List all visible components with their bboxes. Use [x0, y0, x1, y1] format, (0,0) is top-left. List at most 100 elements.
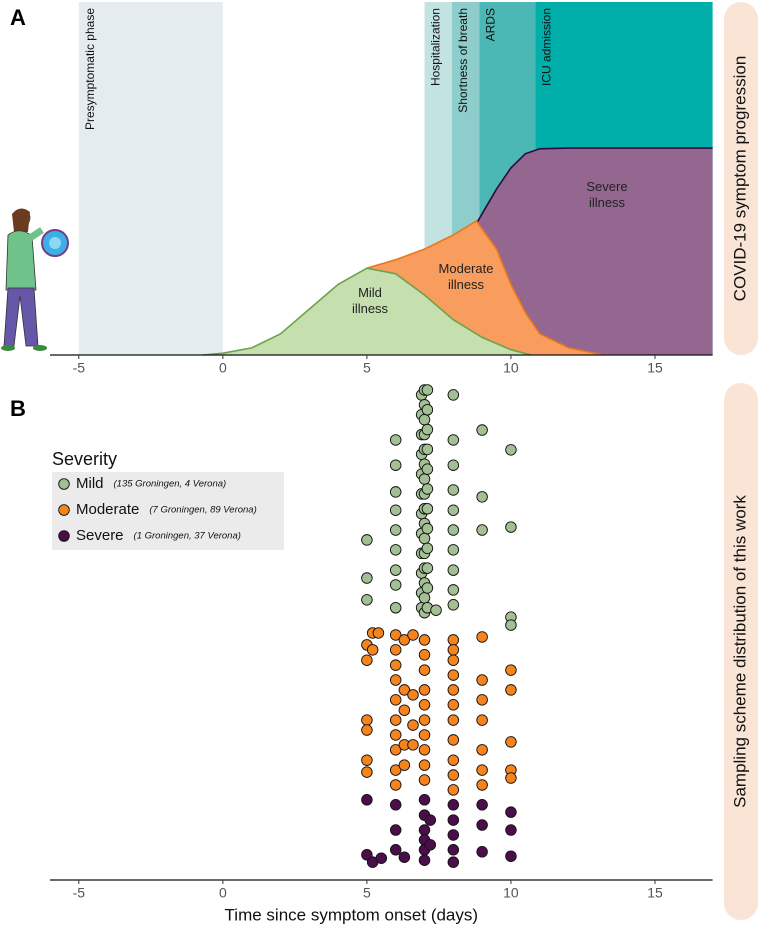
sample-point [389, 504, 402, 516]
sample-point [398, 634, 411, 646]
sample-point [476, 524, 488, 536]
illness-label-line: Severe [586, 179, 627, 194]
sample-point [398, 684, 411, 696]
sample-point [447, 769, 460, 781]
sample-point [389, 579, 402, 591]
sample-point [421, 582, 434, 594]
x-tick-label: -5 [73, 360, 86, 376]
legend-note: (7 Groningen, 89 Verona) [149, 505, 256, 516]
legend-label: Moderate [76, 501, 139, 518]
sample-point [476, 674, 488, 686]
sample-point [447, 699, 460, 711]
sample-point [421, 522, 434, 535]
sample-point [421, 483, 434, 495]
illness-label: Moderate illness [439, 261, 494, 292]
sample-point [407, 739, 419, 751]
sample-point [447, 669, 460, 681]
sample-point [447, 654, 460, 666]
sample-point [366, 644, 379, 656]
side-label-box [724, 2, 758, 355]
sample-point [418, 664, 431, 676]
sample-point [418, 759, 431, 771]
sample-point [430, 604, 442, 616]
sample-point [447, 524, 460, 536]
illness-label: Mild illness [352, 285, 389, 316]
sample-point [398, 704, 411, 716]
sample-point [389, 694, 402, 706]
phase-span [78, 2, 223, 355]
sample-point [389, 524, 402, 536]
sample-point [361, 654, 373, 666]
sample-point [447, 484, 460, 496]
sample-point [418, 824, 431, 836]
legend-label: Mild [76, 475, 104, 492]
sample-point [418, 699, 431, 711]
sample-point [361, 794, 373, 806]
sample-point [447, 434, 460, 446]
x-tick-label: 15 [647, 885, 663, 901]
x-tick-label: 10 [503, 360, 519, 376]
sample-point [389, 486, 402, 498]
sample-point [389, 844, 402, 856]
sample-point [476, 744, 488, 756]
sample-point [418, 854, 431, 866]
x-tick-label: 10 [503, 885, 519, 901]
sample-point [361, 754, 373, 766]
sample-point [418, 794, 431, 806]
person-icon [1, 208, 69, 351]
phase-label: ICU admission [540, 8, 554, 86]
sample-point [389, 434, 402, 446]
sample-point [447, 564, 460, 576]
legend-marker [58, 478, 70, 490]
sample-point [447, 504, 460, 516]
sample-point [418, 729, 431, 741]
sample-point [476, 631, 488, 643]
sample-point [447, 389, 460, 401]
sample-point [505, 521, 517, 533]
sample-point [447, 684, 460, 696]
sample-point [389, 779, 402, 791]
sample-point [447, 784, 460, 796]
phase-label: ARDS [483, 8, 497, 41]
sample-point [447, 644, 460, 656]
illness-label-line: Moderate [439, 261, 494, 276]
x-tick-label: 5 [363, 885, 371, 901]
sample-point [447, 634, 460, 646]
sample-point [447, 459, 460, 471]
phase-label: Shortness of breath [456, 8, 470, 113]
x-tick-label: 0 [219, 885, 227, 901]
legend-note: (1 Groningen, 37 Verona) [134, 531, 241, 542]
phase-label: Presymptomatic phase [83, 8, 97, 130]
sample-point [505, 619, 517, 631]
sample-point [476, 491, 488, 503]
sample-point [447, 856, 460, 868]
sample-point [389, 564, 402, 576]
sample-point [421, 562, 434, 574]
sample-point [505, 824, 517, 836]
sample-point [389, 629, 402, 641]
sample-point [389, 729, 402, 741]
legend-box [52, 472, 284, 550]
side-label: COVID-19 symptom progression [730, 56, 749, 302]
panel-letter: A [10, 5, 26, 30]
panel-letter: B [10, 396, 26, 421]
x-tick-label: 0 [219, 360, 227, 376]
sample-point [447, 844, 460, 856]
sample-point [447, 734, 460, 746]
sample-point [398, 759, 411, 771]
x-tick-label: -5 [73, 885, 86, 901]
sample-point [407, 629, 419, 641]
sample-point [389, 674, 402, 686]
sample-point [389, 602, 402, 614]
side-label: Sampling scheme distribution of this wor… [730, 495, 749, 808]
sample-point [375, 852, 388, 864]
sample-point [476, 799, 488, 811]
sample-point [505, 736, 517, 748]
sample-point [361, 766, 373, 778]
sample-point [505, 806, 517, 818]
sample-point [447, 754, 460, 766]
sample-point [424, 814, 437, 826]
sample-point [389, 824, 402, 836]
sample-point [361, 534, 373, 546]
